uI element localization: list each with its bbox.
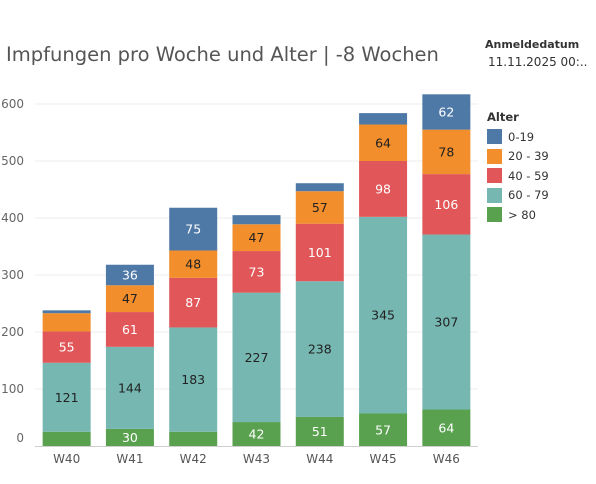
data-label: 121	[55, 390, 79, 405]
x-tick-label: W42	[180, 452, 207, 466]
bar-segment	[42, 331, 91, 363]
legend-items: 0-19 20 - 39 40 - 59 60 - 79 > 80	[487, 127, 549, 225]
data-label: 98	[375, 181, 391, 196]
data-label: 307	[434, 315, 458, 330]
legend-title: Alter	[487, 110, 519, 124]
data-label: 62	[438, 104, 454, 119]
date-filter-value[interactable]: 11.11.2025 00:..	[488, 55, 588, 69]
legend-swatch	[487, 168, 502, 184]
data-label: 42	[249, 427, 265, 442]
bar-segment	[105, 312, 154, 347]
data-label: 30	[122, 430, 138, 445]
data-label: 75	[185, 222, 201, 237]
data-label: 345	[371, 308, 395, 323]
data-label: 36	[122, 268, 138, 283]
y-tick-label: 0	[16, 431, 24, 445]
data-label: 64	[438, 420, 454, 435]
y-tick-label: 200	[1, 325, 24, 339]
legend-item[interactable]: > 80	[487, 205, 549, 225]
data-label: 238	[308, 342, 332, 357]
bar-segment	[105, 264, 154, 286]
legend-item[interactable]: 60 - 79	[487, 186, 549, 206]
x-tick-label: W44	[306, 452, 333, 466]
bar-segment	[169, 207, 218, 251]
data-label: 51	[312, 424, 328, 439]
data-label: 48	[185, 257, 201, 272]
x-tick-label: W41	[116, 452, 143, 466]
bar-segment	[295, 183, 344, 192]
bar-segment	[42, 310, 91, 314]
y-tick-label: 400	[1, 211, 24, 225]
y-tick-label: 300	[1, 268, 24, 282]
bar-segment	[359, 161, 408, 217]
data-label: 64	[375, 135, 391, 150]
legend-swatch	[487, 129, 502, 145]
bar-segment	[105, 285, 154, 313]
bar-segment	[169, 250, 218, 278]
bar-segment	[422, 94, 471, 130]
bar-segment	[295, 416, 344, 446]
legend-label: 40 - 59	[508, 168, 549, 183]
data-label: 87	[185, 295, 201, 310]
bar-segment	[232, 292, 281, 423]
filter-label: Anmeldedatum	[485, 38, 580, 51]
bar-segment	[232, 224, 281, 252]
data-label: 47	[249, 230, 265, 245]
data-label: 183	[181, 372, 205, 387]
y-tick-label: 500	[1, 154, 24, 168]
bar-segment	[422, 234, 471, 410]
data-label: 57	[375, 422, 391, 437]
bar-segment	[295, 191, 344, 224]
bar-segment	[232, 251, 281, 293]
bar-segment	[295, 223, 344, 282]
legend-label: 0-19	[508, 129, 535, 144]
legend-label: > 80	[508, 207, 536, 222]
legend-swatch	[487, 207, 502, 223]
data-label: 227	[245, 350, 269, 365]
data-label: 47	[122, 291, 138, 306]
bar-segment	[169, 431, 218, 446]
x-tick-label: W46	[433, 452, 460, 466]
bar-segment	[105, 346, 154, 429]
y-tick-label: 100	[1, 382, 24, 396]
legend-item[interactable]: 40 - 59	[487, 166, 549, 186]
bar-segment	[42, 362, 91, 432]
bar-segment	[422, 174, 471, 235]
data-label: 144	[118, 380, 142, 395]
data-label: 73	[249, 264, 265, 279]
bar-segment	[42, 313, 91, 332]
bar-segment	[105, 428, 154, 446]
bar-segment	[422, 129, 471, 175]
data-label: 57	[312, 200, 328, 215]
data-label: 101	[308, 245, 332, 260]
bar-segment	[232, 422, 281, 446]
bar-segment	[359, 216, 408, 414]
x-tick-label: W43	[243, 452, 270, 466]
bar-segment	[359, 124, 408, 161]
bar-segment	[295, 281, 344, 417]
bar-segment	[169, 277, 218, 328]
data-label: 78	[438, 144, 454, 159]
chart-title: Impfungen pro Woche und Alter | -8 Woche…	[6, 43, 439, 66]
data-label: 106	[434, 197, 458, 212]
legend-label: 60 - 79	[508, 188, 549, 203]
bar-segment	[169, 327, 218, 432]
legend-item[interactable]: 0-19	[487, 127, 549, 147]
data-label: 55	[59, 340, 75, 355]
x-tick-label: W40	[53, 452, 80, 466]
bar-segment	[422, 409, 471, 446]
y-tick-label: 600	[1, 97, 24, 111]
x-tick-label: W45	[370, 452, 397, 466]
bar-segment	[359, 413, 408, 446]
bar-segment	[359, 113, 408, 125]
legend-label: 20 - 39	[508, 149, 549, 164]
bar-segment	[232, 215, 281, 225]
data-label: 61	[122, 322, 138, 337]
legend-swatch	[487, 187, 502, 203]
chart-legend: Alter 0-19 20 - 39 40 - 59 60 - 79 > 80	[487, 110, 549, 225]
bar-segment	[42, 431, 91, 446]
legend-swatch	[487, 148, 502, 164]
legend-item[interactable]: 20 - 39	[487, 147, 549, 167]
